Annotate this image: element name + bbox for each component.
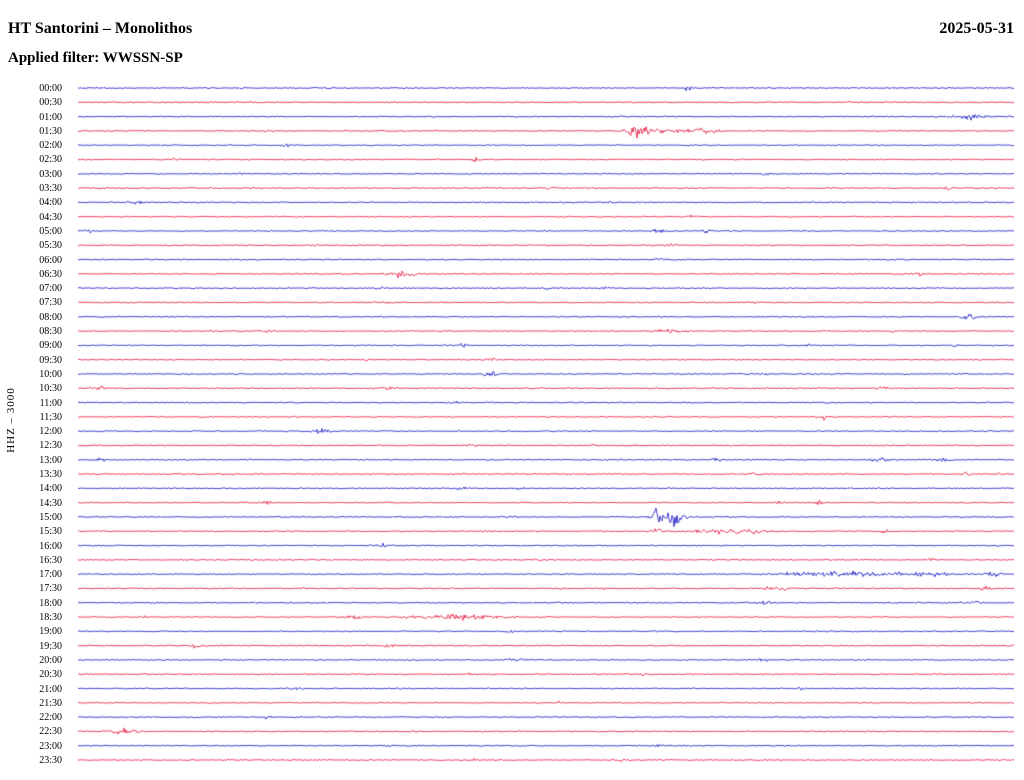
row-time-label: 06:00 <box>39 254 62 266</box>
row-time-label: 16:00 <box>39 540 62 552</box>
row-time-label: 05:30 <box>39 240 62 252</box>
time-labels: 00:00 00:30 01:00 01:30 02:00 02:30 03:00 03:30… <box>0 0 66 780</box>
row-time-label: 17:30 <box>39 583 62 595</box>
station-title: HT Santorini – Monolithos <box>8 20 193 37</box>
row-time-label: 09:30 <box>39 354 62 366</box>
row-time-label: 04:00 <box>39 197 62 209</box>
row-time-label: 15:00 <box>39 511 62 523</box>
row-time-label: 05:00 <box>39 225 62 237</box>
row-time-label: 16:30 <box>39 554 62 566</box>
row-time-label: 20:30 <box>39 669 62 681</box>
row-time-label: 01:30 <box>39 125 62 137</box>
record-date: 2025-05-31 <box>939 20 1014 37</box>
row-time-label: 14:30 <box>39 497 62 509</box>
row-time-label: 18:30 <box>39 612 62 624</box>
row-time-label: 23:30 <box>39 755 62 766</box>
applied-filter-label: Applied filter: WWSSN-SP <box>8 50 183 66</box>
row-time-label: 04:30 <box>39 211 62 223</box>
row-time-label: 02:30 <box>39 154 62 166</box>
row-time-label: 10:30 <box>39 383 62 395</box>
row-time-label: 08:30 <box>39 326 62 338</box>
row-time-label: 15:30 <box>39 526 62 538</box>
row-time-label: 02:00 <box>39 140 62 152</box>
row-time-label: 14:00 <box>39 483 62 495</box>
row-time-label: 19:30 <box>39 640 62 652</box>
row-time-label: 21:30 <box>39 697 62 709</box>
row-time-label: 03:30 <box>39 183 62 195</box>
row-time-label: 09:00 <box>39 340 62 352</box>
row-time-label: 00:00 <box>39 83 62 94</box>
row-time-label: 00:30 <box>39 97 62 109</box>
row-time-label: 10:00 <box>39 368 62 380</box>
row-time-label: 08:00 <box>39 311 62 323</box>
row-time-label: 19:00 <box>39 626 62 638</box>
row-time-label: 20:00 <box>39 654 62 666</box>
row-time-label: 01:00 <box>39 111 62 123</box>
row-time-label: 06:30 <box>39 268 62 280</box>
row-time-label: 17:00 <box>39 569 62 581</box>
row-time-label: 07:00 <box>39 283 62 295</box>
row-time-label: 03:00 <box>39 168 62 180</box>
row-time-label: 07:30 <box>39 297 62 309</box>
row-time-label: 13:00 <box>39 454 62 466</box>
row-time-label: 11:00 <box>39 397 62 409</box>
row-time-label: 22:00 <box>39 712 62 724</box>
row-time-label: 13:30 <box>39 469 62 481</box>
row-time-label: 12:30 <box>39 440 62 452</box>
row-time-label: 12:00 <box>39 426 62 438</box>
row-time-label: 22:30 <box>39 726 62 738</box>
row-time-label: 11:30 <box>39 411 62 423</box>
row-time-label: 21:00 <box>39 683 62 695</box>
row-time-label: 18:00 <box>39 597 62 609</box>
row-time-label: 23:00 <box>39 740 62 752</box>
